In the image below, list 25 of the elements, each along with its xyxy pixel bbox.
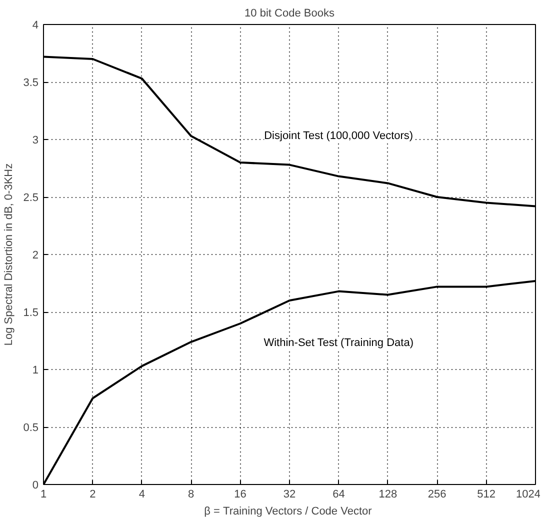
y-axis-title: Log Spectral Distortion in dB, 0-3KHz (3, 163, 16, 346)
y-tick-label: 2.5 (23, 192, 39, 204)
x-tick-label: 4 (138, 488, 145, 500)
y-tick-label: 1.5 (23, 307, 39, 319)
x-tick-label: 32 (283, 488, 296, 500)
x-tick-label: 512 (477, 488, 496, 500)
x-tick-label: 8 (188, 488, 194, 500)
y-tick-label: 3 (32, 134, 39, 146)
x-tick-label: 16 (234, 488, 246, 500)
y-tick-label: 1 (32, 364, 39, 376)
x-tick-label: 256 (428, 488, 446, 500)
x-axis-title: β = Training Vectors / Code Vector (204, 506, 372, 518)
y-tick-label: 3.5 (23, 77, 39, 89)
chart-title: 10 bit Code Books (244, 8, 335, 20)
y-tick-label: 0 (32, 480, 39, 492)
x-tick-label: 1 (40, 488, 47, 500)
y-tick-label: 4 (32, 20, 39, 32)
x-tick-label: 1024 (516, 488, 541, 500)
x-tick-label: 64 (332, 488, 345, 500)
x-tick-label: 128 (378, 488, 398, 500)
series-label: Disjoint Test (100,000 Vectors) (264, 130, 414, 142)
y-tick-label: 0.5 (23, 422, 39, 434)
y-tick-label: 2 (32, 250, 39, 262)
x-tick-label: 2 (90, 488, 96, 500)
series-label: Within-Set Test (Training Data) (264, 336, 414, 349)
